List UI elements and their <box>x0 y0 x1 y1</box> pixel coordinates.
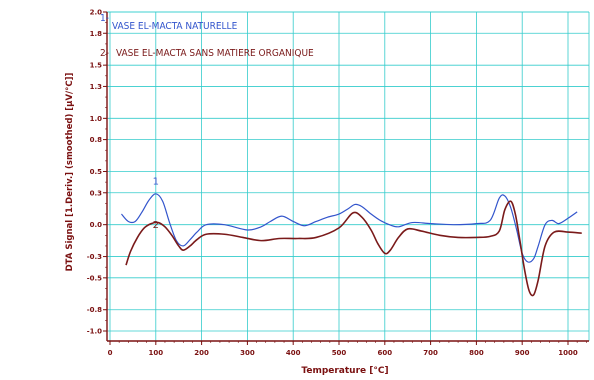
y-tick-label-12: 2.0 <box>90 9 103 17</box>
series-line-2 <box>125 200 582 297</box>
legend-text-2: VASE EL-MACTA SANS MATIERE ORGANIQUE <box>116 48 314 59</box>
x-tick-label-3: 300 <box>240 349 255 357</box>
legend: 1- VASE EL-MACTA NATURELLE 2- VASE EL-MA… <box>100 13 314 59</box>
legend-number-2: 2- <box>100 48 109 59</box>
y-tick-label-4: 0.0 <box>90 221 103 229</box>
y-tick-label-0: -1.0 <box>87 328 102 336</box>
y-tick-label-10: 1.5 <box>90 62 103 70</box>
y-tick-label-2: -0.5 <box>87 274 102 282</box>
x-tick-label-8: 800 <box>469 349 484 357</box>
y-tick-label-9: 1.3 <box>90 83 103 91</box>
curve-label-1: 1 <box>153 176 159 187</box>
legend-number-1: 1- <box>100 13 109 24</box>
y-axis-title: DTA Signal [1.Deriv.] (smoothed) [µV/°C]… <box>65 73 75 272</box>
legend-text-1: VASE EL-MACTA NATURELLE <box>112 21 238 32</box>
x-axis-title: Temperature [°C] <box>301 366 388 376</box>
series-layer <box>120 193 582 297</box>
y-tick-label-7: 0.8 <box>90 136 103 144</box>
x-tick-label-7: 700 <box>423 349 438 357</box>
y-tick-label-11: 1.8 <box>90 30 103 38</box>
y-tick-label-5: 0.3 <box>90 189 103 197</box>
curve-labels: 12 <box>153 176 159 231</box>
x-tick-label-4: 400 <box>286 349 301 357</box>
x-tick-label-1: 100 <box>148 349 163 357</box>
x-tick-label-6: 600 <box>377 349 392 357</box>
ticks: -1.0 -0.8 -0.5 -0.3 0.0 0.3 0.5 0.8 1.0 1.3 1.5 1.8… <box>87 9 587 357</box>
y-tick-label-1: -0.8 <box>87 306 102 314</box>
y-tick-label-6: 0.5 <box>90 168 103 176</box>
x-tick-label-2: 200 <box>194 349 209 357</box>
x-tick-label-0: 0 <box>108 349 113 357</box>
y-tick-label-8: 1.0 <box>90 115 103 123</box>
grid <box>107 11 590 341</box>
x-tick-label-9: 900 <box>515 349 530 357</box>
x-tick-label-5: 500 <box>332 349 347 357</box>
curve-label-2: 2 <box>153 220 159 231</box>
x-tick-label-10: 1000 <box>558 349 578 357</box>
y-tick-label-3: -0.3 <box>87 253 102 261</box>
